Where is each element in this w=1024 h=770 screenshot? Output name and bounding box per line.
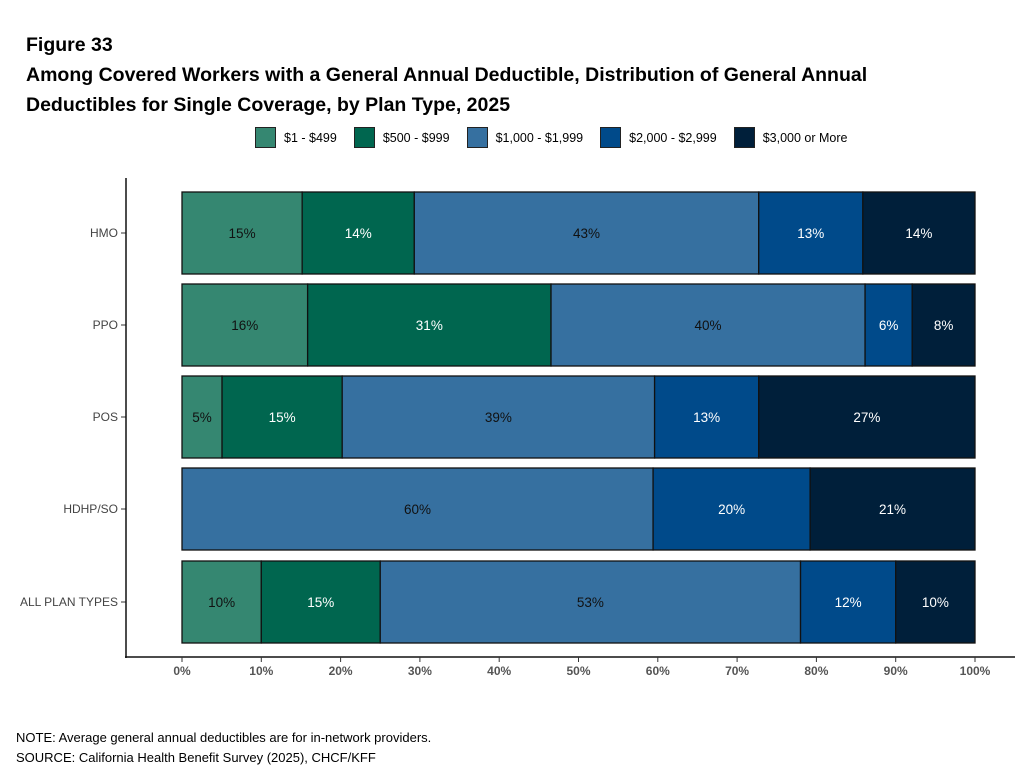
- bar-segment: [181, 191, 303, 275]
- data-label: 12%: [835, 595, 862, 610]
- category-label: HDHP/SO: [63, 502, 118, 516]
- chart-title: Figure 33 Among Covered Workers with a G…: [26, 30, 867, 120]
- legend-item: $1 - $499: [255, 127, 337, 148]
- data-label: 14%: [905, 226, 932, 241]
- bar-segment: [181, 560, 262, 644]
- legend-label: $3,000 or More: [762, 130, 848, 145]
- data-label: 5%: [192, 410, 212, 425]
- source: SOURCE: California Health Benefit Survey…: [16, 750, 376, 765]
- bar-segment: [181, 375, 223, 459]
- data-label: 27%: [853, 410, 880, 425]
- legend-swatch: [600, 127, 622, 148]
- data-label: 13%: [797, 226, 824, 241]
- bar-segment: [550, 283, 866, 367]
- data-label: 21%: [879, 502, 906, 517]
- legend-label: $1 - $499: [284, 130, 337, 145]
- data-label: 8%: [934, 318, 954, 333]
- bar-segment: [181, 467, 654, 551]
- x-tick-label: 70%: [725, 664, 749, 678]
- data-label: 53%: [577, 595, 604, 610]
- title-line-2: Deductibles for Single Coverage, by Plan…: [26, 94, 511, 116]
- bar-segment: [260, 560, 381, 644]
- x-tick-label: 10%: [249, 664, 273, 678]
- data-label: 10%: [208, 595, 235, 610]
- x-tick-label: 40%: [487, 664, 511, 678]
- bar-segment: [895, 560, 976, 644]
- bar-segment: [221, 375, 343, 459]
- data-label: 20%: [718, 502, 745, 517]
- bar-segment: [652, 467, 811, 551]
- data-label: 13%: [693, 410, 720, 425]
- bar-segment: [379, 560, 802, 644]
- x-tick-label: 80%: [804, 664, 828, 678]
- bar-segment: [413, 191, 760, 275]
- data-label: 10%: [922, 595, 949, 610]
- data-label: 40%: [695, 318, 722, 333]
- data-label: 39%: [485, 410, 512, 425]
- legend-item: $3,000 or More: [733, 127, 848, 148]
- bar-segment: [653, 375, 760, 459]
- legend-item: $500 - $999: [353, 127, 450, 148]
- legend-swatch: [353, 127, 375, 148]
- data-label: 16%: [231, 318, 258, 333]
- bar-segment: [911, 283, 976, 367]
- x-tick-label: 0%: [173, 664, 191, 678]
- x-tick-label: 90%: [884, 664, 908, 678]
- title-line-1: Among Covered Workers with a General Ann…: [26, 64, 868, 86]
- data-label: 14%: [345, 226, 372, 241]
- x-tick-label: 30%: [408, 664, 432, 678]
- bar-segment: [862, 191, 976, 275]
- data-label: 60%: [404, 502, 431, 517]
- bar-segment: [181, 283, 309, 367]
- category-label: POS: [93, 410, 118, 424]
- x-tick-label: 20%: [329, 664, 353, 678]
- x-tick-label: 100%: [960, 664, 991, 678]
- data-label: 43%: [573, 226, 600, 241]
- data-label: 6%: [879, 318, 899, 333]
- data-label: 15%: [269, 410, 296, 425]
- data-label: 31%: [416, 318, 443, 333]
- bar-segment: [306, 283, 552, 367]
- bar-segment: [301, 191, 415, 275]
- data-label: 15%: [229, 226, 256, 241]
- category-label: HMO: [90, 226, 118, 240]
- bar-segment: [341, 375, 656, 459]
- legend-label: $1,000 - $1,999: [495, 130, 584, 145]
- note: NOTE: Average general annual deductibles…: [16, 730, 432, 745]
- category-label: ALL PLAN TYPES: [20, 595, 118, 609]
- figure-label: Figure 33: [26, 34, 113, 56]
- legend-swatch: [255, 127, 276, 148]
- legend: $1 - $499 $500 - $999 $1,000 - $1,999 $2,00…: [255, 127, 865, 148]
- x-tick-label: 60%: [646, 664, 670, 678]
- legend-label: $500 - $999: [382, 130, 450, 145]
- bar-segment: [864, 283, 913, 367]
- legend-label: $2,000 - $2,999: [629, 130, 717, 145]
- bar-segment: [758, 375, 976, 459]
- legend-item: $2,000 - $2,999: [600, 127, 717, 148]
- legend-swatch: [466, 127, 488, 148]
- category-label: PPO: [93, 318, 118, 332]
- x-tick-label: 50%: [566, 664, 590, 678]
- legend-swatch: [733, 127, 755, 148]
- legend-item: $1,000 - $1,999: [466, 127, 584, 148]
- data-label: 15%: [307, 595, 334, 610]
- bar-segment: [809, 467, 976, 551]
